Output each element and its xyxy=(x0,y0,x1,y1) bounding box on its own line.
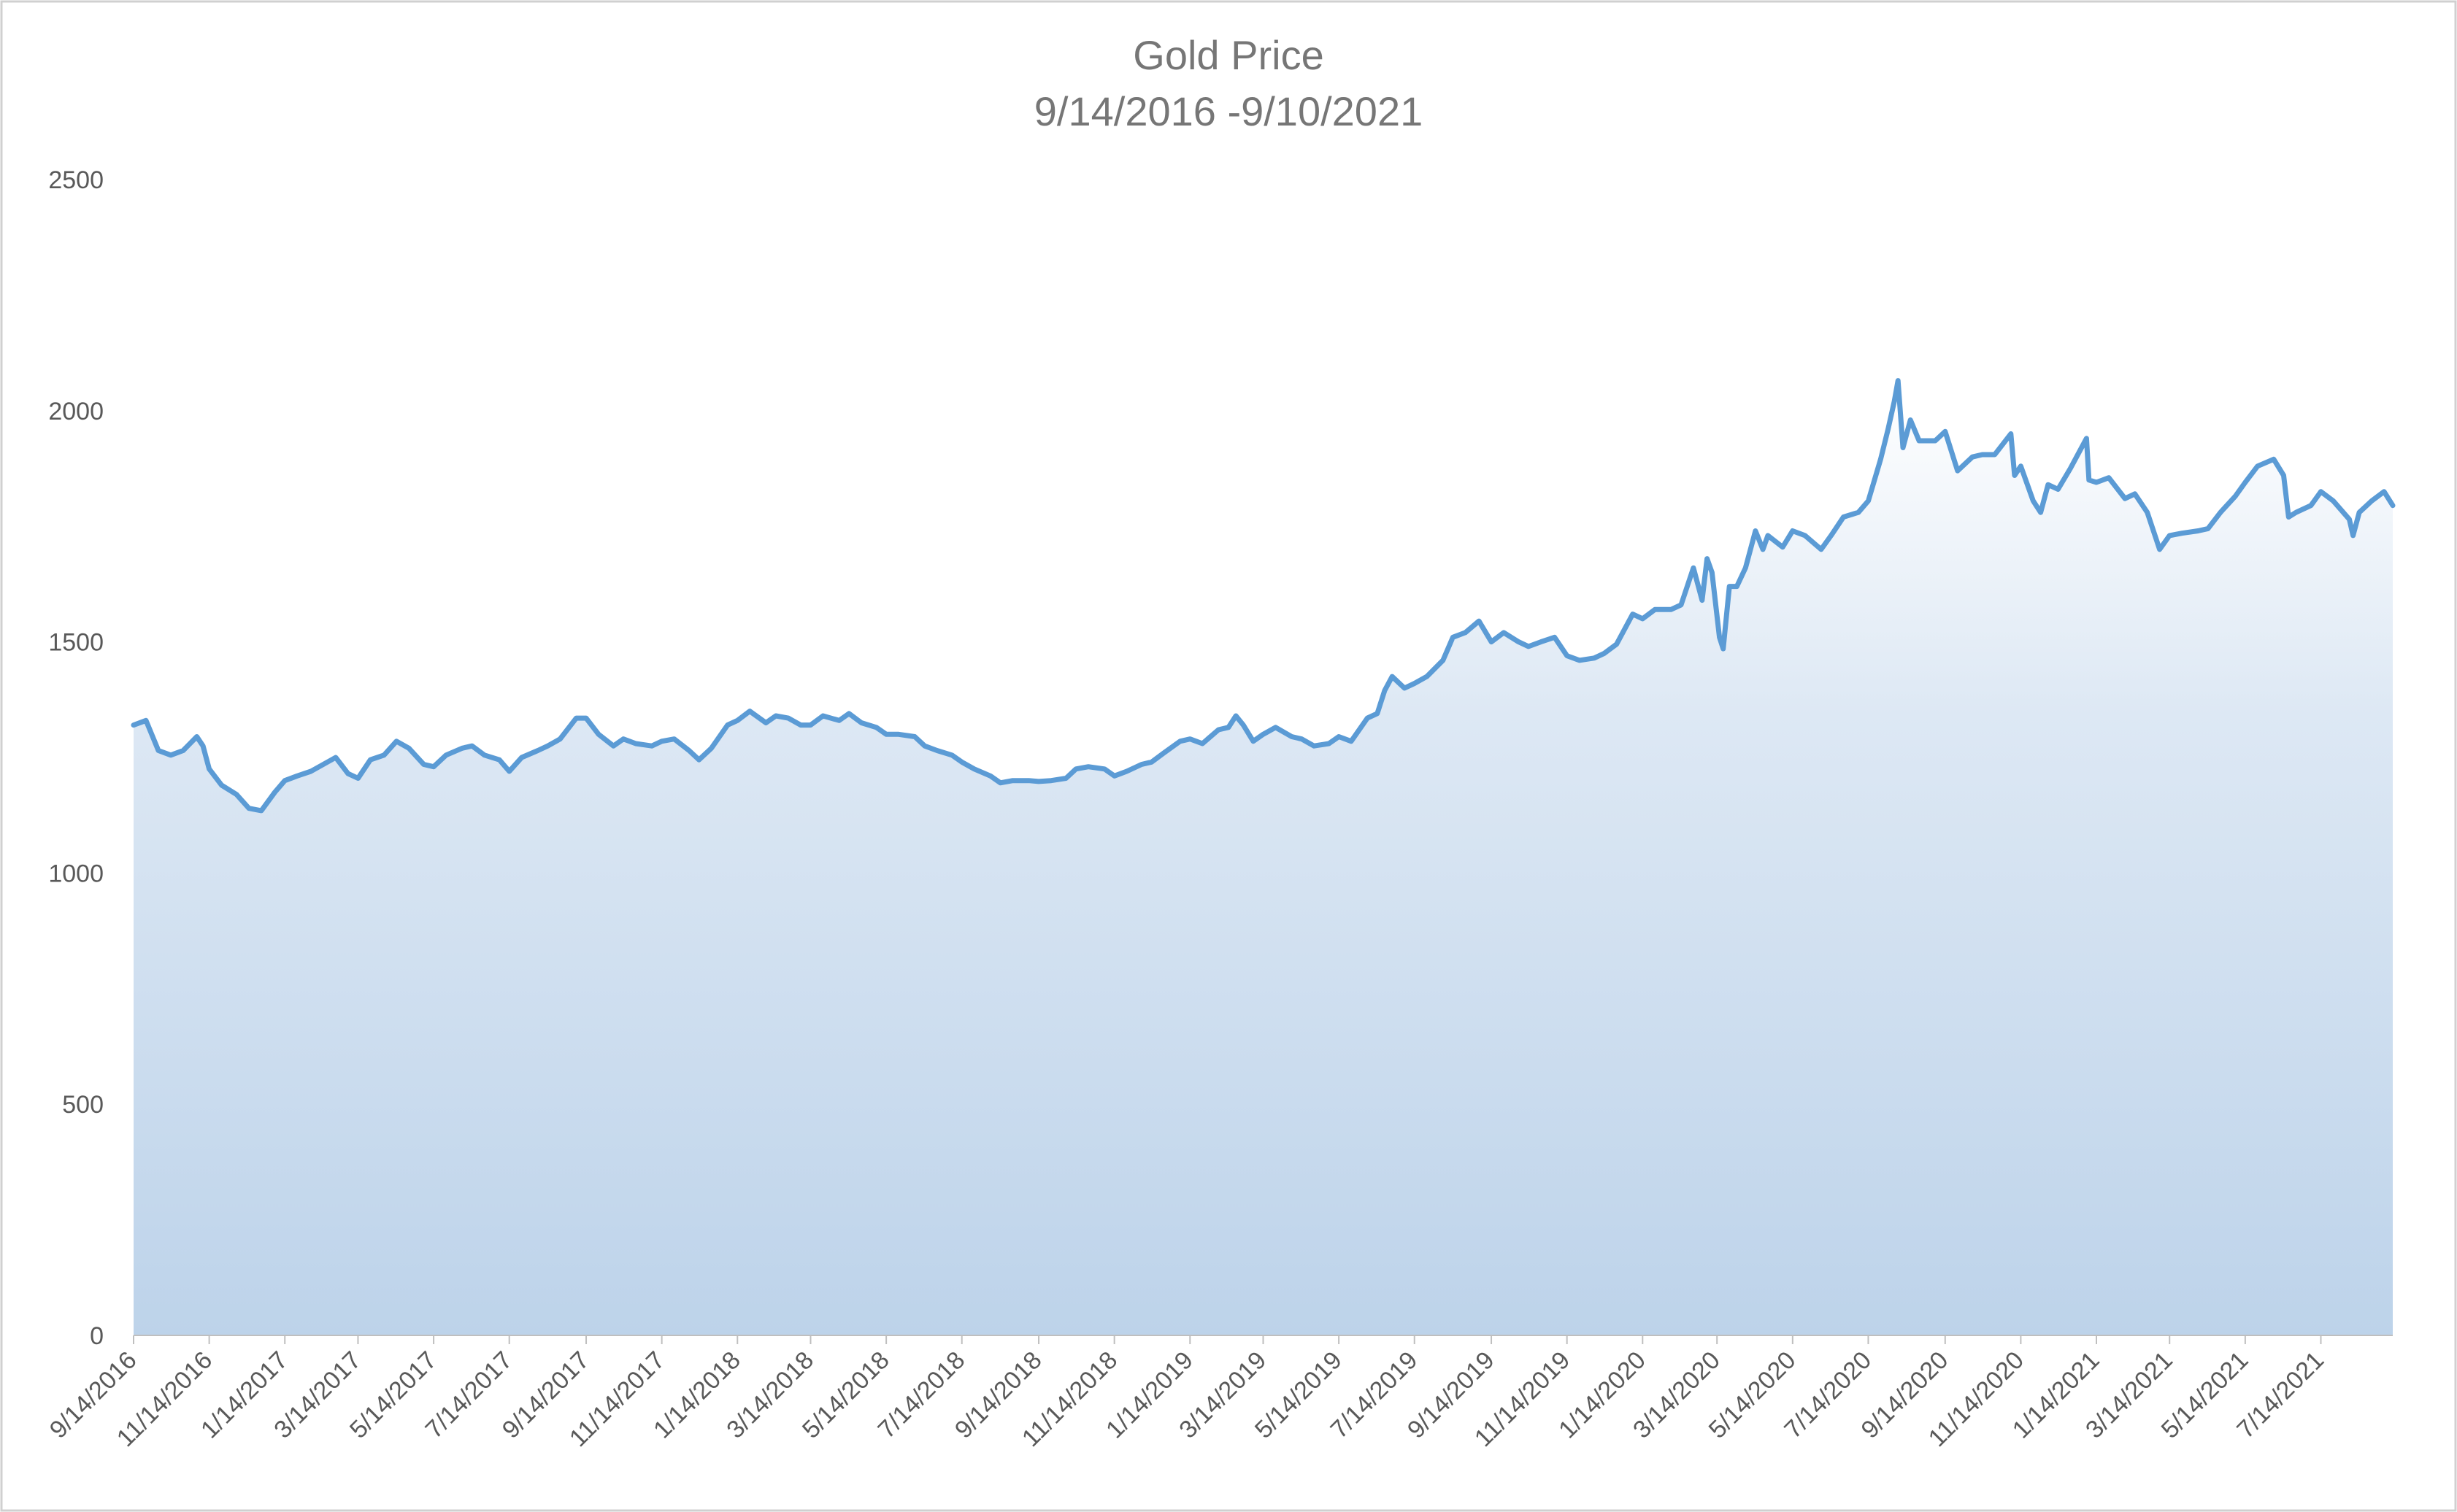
x-axis: 9/14/201611/14/20161/14/20173/14/20175/1… xyxy=(45,1335,2393,1452)
y-tick-label: 1500 xyxy=(48,629,104,657)
y-axis: 0 500 1000 1500 2000 2500 xyxy=(48,166,104,1350)
series-line xyxy=(131,378,2396,814)
plot-area xyxy=(131,378,2396,1335)
y-tick-label: 2000 xyxy=(48,398,104,425)
series-area-fill xyxy=(134,380,2393,1335)
chart-subtitle: 9/14/2016 -9/10/2021 xyxy=(1034,88,1423,134)
y-tick-label: 2500 xyxy=(48,166,104,194)
chart-title: Gold Price xyxy=(1133,32,1323,78)
y-tick-label: 500 xyxy=(62,1091,104,1119)
y-tick-label: 1000 xyxy=(48,860,104,887)
y-tick-label: 0 xyxy=(90,1322,104,1350)
